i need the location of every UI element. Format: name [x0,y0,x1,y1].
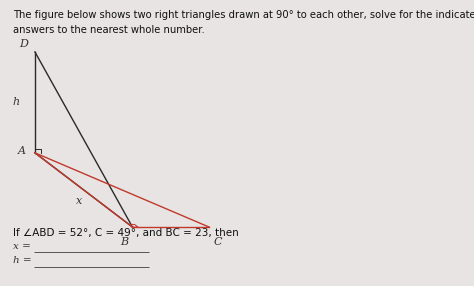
Text: h =: h = [13,257,32,265]
Text: The figure below shows two right triangles drawn at 90° to each other, solve for: The figure below shows two right triangl… [13,10,474,20]
Text: D: D [19,39,28,49]
Text: A: A [18,146,26,156]
Text: B: B [120,237,128,247]
Text: h: h [13,97,20,107]
Text: answers to the nearest whole number.: answers to the nearest whole number. [13,25,205,35]
Text: C: C [213,237,222,247]
Text: If ∠ABD = 52°, C = 49°, and BC = 23, then: If ∠ABD = 52°, C = 49°, and BC = 23, the… [13,229,239,239]
Text: x =: x = [13,242,31,251]
Text: x: x [76,196,82,206]
